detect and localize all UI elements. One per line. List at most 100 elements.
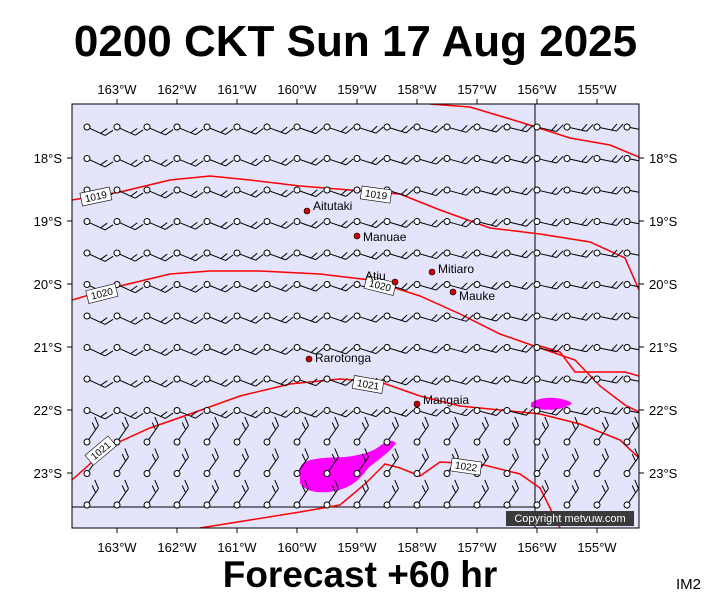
wind-barb bbox=[323, 448, 339, 477]
wind-barb bbox=[473, 416, 489, 446]
lon-label: 157°W bbox=[457, 82, 497, 97]
wind-barb bbox=[443, 375, 474, 385]
wind-barb bbox=[473, 218, 504, 228]
wind-barb bbox=[593, 312, 624, 321]
wind-barb bbox=[623, 123, 639, 132]
wind-barb bbox=[173, 123, 204, 136]
wind-barb bbox=[383, 123, 414, 134]
wind-barb bbox=[113, 249, 144, 262]
wind-barb bbox=[563, 344, 594, 353]
wind-barb bbox=[113, 375, 144, 388]
wind-barb bbox=[503, 123, 534, 133]
wind-barb bbox=[413, 416, 429, 446]
isobar-label: 1021 bbox=[356, 378, 380, 393]
isobar-label: 1022 bbox=[454, 461, 478, 475]
axis-ticks bbox=[67, 99, 644, 533]
isobar-label: 1019 bbox=[84, 190, 108, 205]
wind-barb bbox=[353, 155, 384, 166]
lat-label: 18°S bbox=[34, 151, 63, 166]
lon-label: 161°W bbox=[217, 540, 257, 555]
wind-barb bbox=[323, 186, 354, 197]
lon-label: 162°W bbox=[157, 82, 197, 97]
lon-labels-bottom: 163°W 162°W 161°W 160°W 159°W 158°W 157°… bbox=[97, 540, 617, 555]
wind-barb bbox=[563, 448, 579, 477]
wind-barb bbox=[623, 249, 639, 258]
wind-barb bbox=[383, 218, 414, 228]
wind-barb bbox=[443, 407, 474, 417]
wind-barb bbox=[263, 416, 279, 446]
isobar-line bbox=[429, 104, 639, 158]
wind-barb bbox=[563, 123, 594, 132]
wind-barb bbox=[623, 312, 639, 321]
wind-barb bbox=[563, 479, 579, 509]
wind-barb bbox=[233, 186, 264, 198]
place-dot-mangaia bbox=[413, 400, 421, 408]
wind-barb bbox=[203, 479, 219, 509]
wind-barb bbox=[293, 344, 324, 355]
wind-barb bbox=[113, 218, 144, 231]
wind-barb bbox=[203, 407, 234, 419]
wind-barb bbox=[263, 479, 279, 509]
wind-barb bbox=[533, 312, 564, 321]
wind-barb bbox=[533, 186, 564, 195]
wind-barb bbox=[623, 186, 639, 195]
wind-barb bbox=[623, 218, 639, 226]
wind-barb bbox=[533, 123, 564, 132]
wind-barb bbox=[323, 249, 354, 260]
lon-labels-top: 163°W 162°W 161°W 160°W 159°W 158°W 157°… bbox=[97, 82, 617, 97]
place-dot-rarotonga bbox=[305, 355, 313, 363]
wind-barb bbox=[263, 407, 294, 418]
wind-barb bbox=[533, 448, 549, 477]
wind-barb bbox=[623, 448, 639, 477]
wind-barb bbox=[203, 448, 219, 477]
wind-barb bbox=[383, 479, 399, 509]
corner-tag: IM2 bbox=[676, 576, 702, 593]
wind-barb bbox=[113, 312, 144, 325]
wind-barb bbox=[533, 281, 564, 290]
wind-barb bbox=[143, 249, 174, 262]
wind-barb bbox=[473, 375, 504, 385]
place-dot-manuae bbox=[353, 232, 361, 240]
wind-barb bbox=[593, 407, 624, 415]
wind-barb bbox=[203, 123, 234, 135]
wind-barb bbox=[473, 407, 504, 417]
wind-barb bbox=[263, 312, 294, 324]
wind-barb bbox=[83, 344, 114, 357]
rain-area bbox=[300, 440, 396, 493]
wind-barb bbox=[443, 479, 459, 509]
wind-barb bbox=[383, 344, 414, 354]
wind-barb bbox=[563, 407, 594, 416]
wind-barb bbox=[203, 249, 234, 261]
wind-barb bbox=[293, 448, 309, 477]
lon-label: 163°W bbox=[97, 82, 137, 97]
wind-barb bbox=[593, 344, 624, 352]
place-label-mauke: Mauke bbox=[459, 289, 495, 303]
lon-label: 160°W bbox=[277, 540, 317, 555]
wind-barb bbox=[473, 155, 504, 165]
wind-barb bbox=[503, 407, 534, 416]
wind-barb bbox=[563, 416, 579, 446]
wind-barb bbox=[353, 312, 384, 323]
wind-barb bbox=[473, 281, 504, 291]
wind-barb bbox=[293, 375, 324, 387]
wind-barb bbox=[503, 186, 534, 196]
lat-label: 19°S bbox=[34, 214, 63, 229]
wind-barb bbox=[443, 416, 459, 446]
wind-barb bbox=[473, 344, 504, 354]
wind-barb bbox=[173, 218, 204, 230]
places: Aitutaki Manuae Mitiaro Atiu Mauke Rarot… bbox=[303, 199, 495, 408]
wind-barb bbox=[323, 155, 354, 166]
wind-barb bbox=[383, 416, 399, 446]
wind-barb bbox=[473, 479, 489, 509]
lon-label: 162°W bbox=[157, 540, 197, 555]
lat-label: 20°S bbox=[34, 277, 63, 292]
wind-barb bbox=[593, 186, 624, 195]
wind-barb bbox=[443, 123, 474, 133]
wind-barb bbox=[473, 312, 504, 322]
lat-label: 22°S bbox=[649, 403, 678, 418]
wind-barb bbox=[263, 344, 294, 355]
wind-barb bbox=[353, 123, 384, 134]
wind-barb bbox=[83, 123, 114, 136]
map-title: 0200 CKT Sun 17 Aug 2025 bbox=[73, 17, 638, 66]
isobar-line bbox=[539, 345, 639, 377]
